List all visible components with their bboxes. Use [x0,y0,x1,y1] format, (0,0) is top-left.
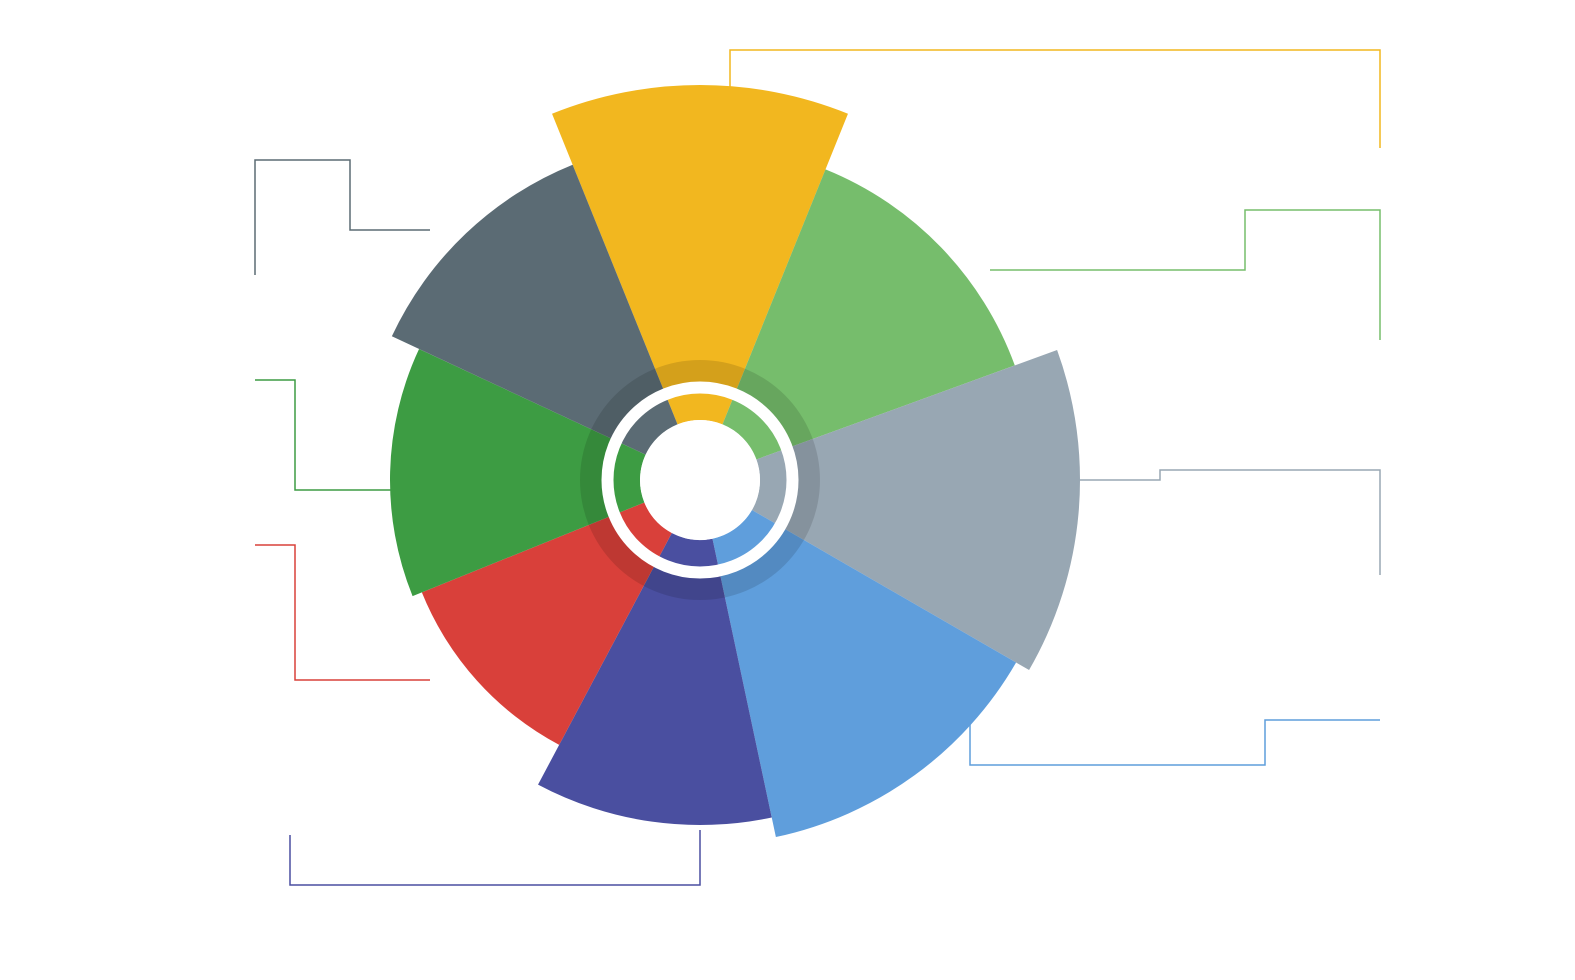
callout-light-green [990,210,1380,340]
callout-slate [255,160,430,275]
callout-grey-blue [1070,470,1380,575]
callout-indigo [290,830,700,885]
radial-infographic-chart [0,0,1575,980]
center-hole [640,420,760,540]
callout-blue [970,710,1380,765]
callout-green [255,380,400,490]
